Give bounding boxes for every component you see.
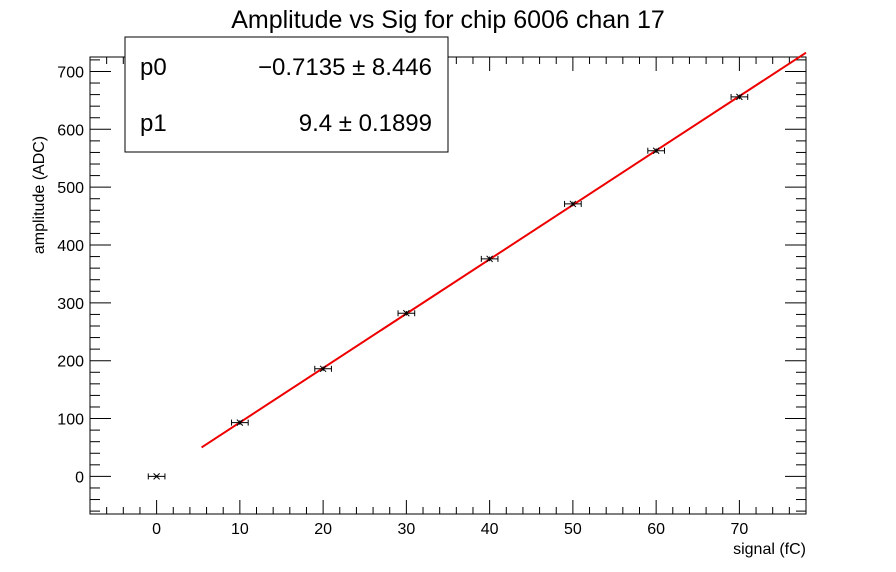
x-tick-label: 10: [231, 521, 249, 538]
x-tick-label: 30: [397, 521, 415, 538]
fit-layer: [201, 51, 807, 449]
data-point: [647, 147, 665, 155]
stats-box-frame: [124, 36, 449, 153]
point-marker: [569, 200, 577, 208]
y-tick-label: 300: [57, 296, 84, 313]
point-marker: [319, 365, 327, 373]
x-tick-label: 20: [314, 521, 332, 538]
fit-line: [201, 51, 807, 449]
y-tick-label: 0: [75, 469, 84, 486]
stats-box: p0 −0.7135 ± 8.446 p1 9.4 ± 0.1899: [124, 36, 449, 153]
data-point: [147, 473, 166, 480]
stat-value-p0: −0.7135 ± 8.446: [258, 54, 432, 81]
y-tick-label: 600: [57, 122, 84, 139]
y-tick-label: 400: [57, 238, 84, 255]
points-layer: [147, 93, 749, 480]
y-tick-label: 200: [57, 354, 84, 371]
point-marker: [153, 473, 160, 480]
point-marker: [652, 147, 660, 155]
data-point: [397, 309, 416, 317]
point-marker: [736, 93, 743, 101]
x-axis-label: signal (fC): [733, 541, 806, 558]
x-tick-label: 40: [481, 521, 499, 538]
data-point: [564, 200, 582, 208]
point-marker: [486, 255, 493, 263]
data-point: [730, 93, 749, 101]
stat-value-p1: 9.4 ± 0.1899: [299, 110, 432, 137]
chart-title: Amplitude vs Sig for chip 6006 chan 17: [231, 6, 665, 34]
x-tick-label: 60: [647, 521, 665, 538]
y-axis: 0 100 200 300 400 500 600 700: [57, 59, 806, 512]
y-tick-label: 700: [57, 64, 84, 81]
point-marker: [403, 309, 410, 317]
data-point: [480, 255, 499, 263]
y-tick-label: 500: [57, 180, 84, 197]
x-tick-label: 0: [152, 521, 161, 538]
stat-name-p1: p1: [140, 110, 167, 137]
data-point: [314, 365, 332, 373]
x-tick-label: 70: [730, 521, 748, 538]
y-tick-label: 100: [57, 412, 84, 429]
y-axis-label: amplitude (ADC): [31, 136, 48, 254]
x-tick-label: 50: [564, 521, 582, 538]
data-point: [231, 419, 249, 426]
point-marker: [236, 419, 244, 426]
stat-name-p0: p0: [140, 54, 167, 81]
